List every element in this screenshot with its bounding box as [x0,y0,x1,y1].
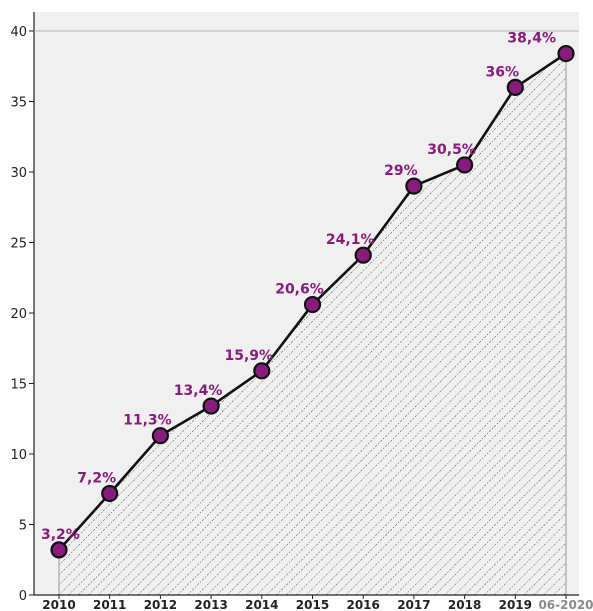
data-label: 38,4% [507,31,556,47]
y-tick-label: 35 [10,96,27,111]
data-label: 24,1% [326,232,375,248]
hatched-area [59,53,566,596]
data-point [202,397,220,415]
data-point [253,362,271,380]
data-label: 11,3% [123,413,172,429]
y-tick-label: 30 [10,166,27,181]
data-label: 15,9% [225,348,274,364]
data-point [101,484,119,503]
data-labels: 3,2% 7,2% 11,3%13,4% 15,9% 20,6% 24,1% 29% 30,5… [41,31,556,543]
y-tick-label: 5 [19,519,27,534]
data-label: 13,4% [174,383,223,399]
data-label: 20,6% [275,282,324,298]
x-tick-label: 06-2020 [538,598,593,611]
x-tick-label: 2010 [42,598,75,611]
x-tick-label: 2014 [245,598,278,611]
axes [33,12,579,596]
data-label: 7,2% [77,470,116,486]
data-point [405,177,423,195]
data-point [50,541,68,559]
data-point [506,78,524,97]
y-tick-label: 0 [19,589,27,604]
data-point [151,427,169,445]
x-tick-label: 2011 [93,598,126,611]
x-tick-label: 2016 [346,598,379,611]
x-tick-label: 2017 [397,598,430,611]
x-tick-label: 2018 [448,598,481,611]
y-tick-label: 40 [10,25,27,40]
x-tick-label: 2012 [144,598,177,611]
x-tick-label: 2019 [499,598,532,611]
y-tick-label: 10 [10,448,27,463]
data-label: 36% [486,64,520,80]
data-point [303,295,322,314]
data-label: 3,2% [41,527,80,543]
points [50,44,575,559]
x-tick-label: 2015 [296,598,329,611]
y-ticks: 0 5 10 15 20 25 30 35 40 [10,25,34,604]
y-tick-label: 25 [10,237,27,252]
data-label: 29% [384,163,418,179]
data-point [557,44,575,63]
y-tick-label: 15 [10,378,27,393]
x-ticks: 2010 2011 2012 2013 2014 2015 2016 2017 2018 2019… [42,595,593,611]
data-label: 30,5% [427,142,476,158]
y-tick-label: 20 [10,307,27,322]
data-point [456,156,474,174]
x-tick-label: 2013 [194,598,227,611]
data-point [354,246,372,264]
